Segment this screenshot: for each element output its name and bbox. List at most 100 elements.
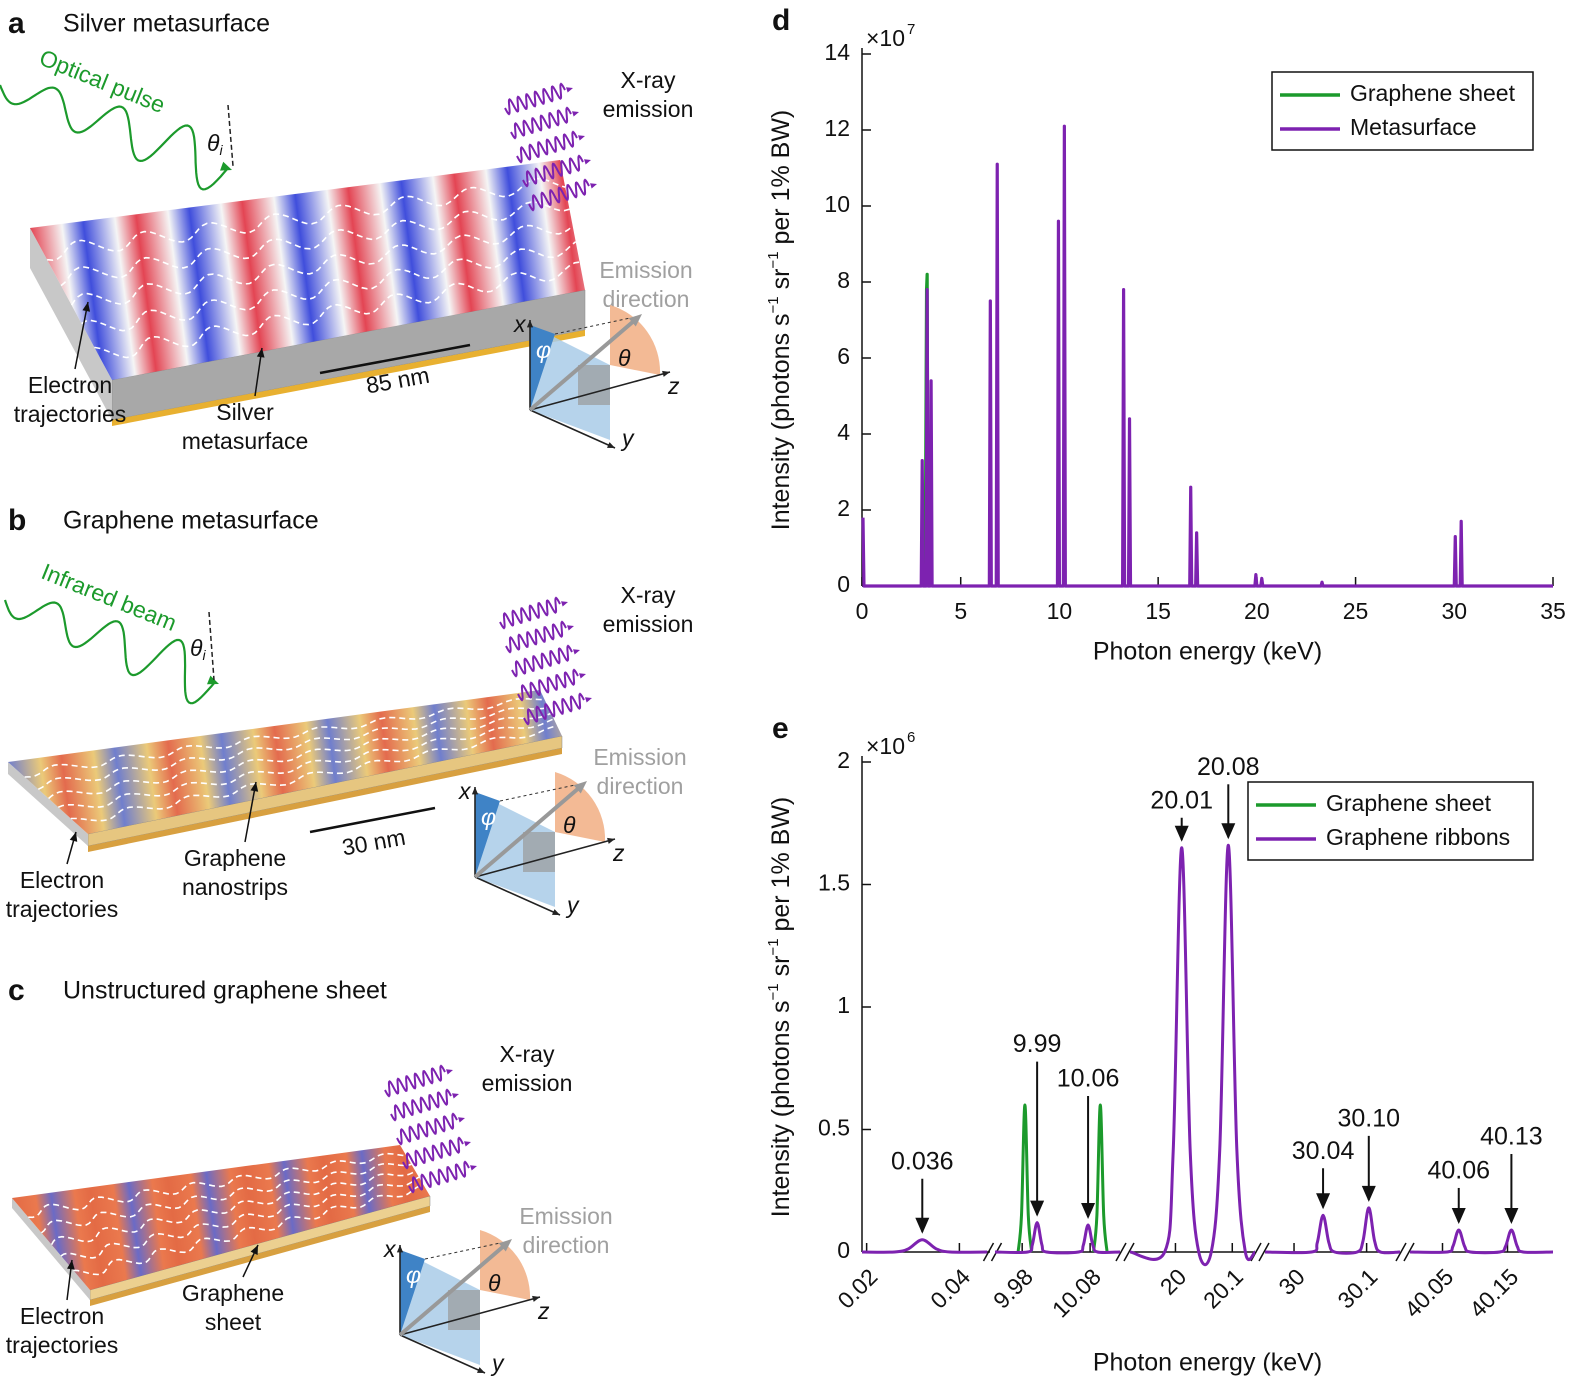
multiplier-exponent: 6 <box>907 729 915 746</box>
panel-letter: d <box>772 4 790 37</box>
incidence-angle: θi <box>207 130 223 158</box>
peak-label: 20.08 <box>1197 753 1260 781</box>
arrow-head <box>250 1245 258 1255</box>
y-label-part: per 1% BW) <box>767 110 795 252</box>
arrow-head <box>585 697 592 703</box>
xray-wave <box>384 1064 446 1098</box>
peak-arrow-head <box>1316 1193 1331 1210</box>
x-tick-label: 9.98 <box>988 1263 1038 1313</box>
part-label: trajectories <box>14 401 126 427</box>
scale-label: 30 nm <box>340 824 407 861</box>
x-tick-label: 0 <box>856 598 869 624</box>
xray-wave <box>390 1088 452 1122</box>
direction-label: Emission <box>519 1203 612 1229</box>
axis-y: y <box>565 892 580 918</box>
theta-wedge <box>610 305 661 375</box>
y-label-part: −1 <box>765 983 782 1000</box>
arrow-head <box>567 625 574 631</box>
plane-light <box>530 325 610 440</box>
axis-y: y <box>490 1350 505 1376</box>
emission-label: X-ray <box>500 1041 555 1067</box>
xray-wave <box>523 692 585 726</box>
electron-trajectory <box>57 718 555 809</box>
peak-label: 30.10 <box>1338 1105 1401 1133</box>
arrow-head <box>220 161 232 171</box>
axis-break <box>1395 1242 1407 1262</box>
xray-wave <box>517 668 579 702</box>
axis-z: z <box>667 373 680 399</box>
electron-trajectory <box>47 177 566 262</box>
y-axis-label: Intensity (photons s−1 sr−1 per 1% BW) <box>765 110 795 531</box>
axis-phi: φ <box>481 804 496 830</box>
electron-trajectory <box>60 1176 420 1259</box>
x-tick-label: 10 <box>1047 598 1073 624</box>
y-label-part: Intensity (photons s <box>767 313 795 530</box>
direction-label: direction <box>523 1232 610 1258</box>
x-axis-label: Photon energy (keV) <box>1093 638 1322 666</box>
axis-z: z <box>612 840 625 866</box>
part-label: Graphene <box>182 1280 284 1306</box>
plane-light <box>400 1250 480 1365</box>
y-tick-label: 12 <box>824 115 850 141</box>
normal-line <box>208 611 215 681</box>
peak-label: 10.06 <box>1057 1065 1120 1093</box>
arrow-head <box>207 675 219 685</box>
electron-trajectory <box>60 201 570 287</box>
panel-title: Unstructured graphene sheet <box>63 977 387 1005</box>
direction-label: direction <box>597 773 684 799</box>
legend-box <box>1247 781 1534 861</box>
panel-letter: e <box>772 712 789 745</box>
peak-label: 40.06 <box>1427 1157 1490 1185</box>
x-tick-label: 40.05 <box>1399 1263 1458 1322</box>
axis-theta: θ <box>563 812 576 838</box>
electron-trajectory <box>28 1152 407 1219</box>
arrow-head <box>69 832 78 842</box>
scale-bar <box>319 343 471 375</box>
direction-label: Emission <box>593 744 686 770</box>
y-tick-label: 0.5 <box>818 1115 850 1141</box>
part-label: Silver <box>216 399 274 425</box>
incident-beam <box>0 84 229 191</box>
arrow-head <box>532 1295 540 1302</box>
x-tick-label: 15 <box>1145 598 1171 624</box>
y-tick-label: 1 <box>837 992 850 1018</box>
plane-dark <box>475 792 500 877</box>
peak-arrow-head <box>1504 1207 1519 1224</box>
electron-trajectory <box>70 224 574 306</box>
y-tick-label: 10 <box>824 191 850 217</box>
arrow-head <box>470 1165 477 1171</box>
xray-wave <box>516 130 578 164</box>
arrow-head <box>458 1117 465 1123</box>
part-label: Electron <box>20 1303 104 1329</box>
dashed-guide <box>554 317 631 335</box>
arrow-head <box>572 111 579 117</box>
part-label: Graphene <box>184 845 286 871</box>
xray-wave <box>505 620 567 654</box>
plane-dark <box>400 1250 425 1335</box>
peak-arrow-head <box>1361 1185 1376 1202</box>
axis-y: y <box>620 425 635 451</box>
part-label: nanostrips <box>182 874 288 900</box>
axis-arrow <box>529 371 671 411</box>
y-tick-label: 6 <box>837 343 850 369</box>
slab-edge <box>88 748 562 852</box>
beam-label: Optical pulse <box>36 44 169 118</box>
panel-letter: c <box>8 974 25 1007</box>
y-label-part: sr <box>767 269 795 297</box>
theta-wedge <box>480 1230 531 1300</box>
electron-trajectory <box>50 1170 416 1245</box>
plane-light <box>475 792 555 907</box>
y-tick-label: 0 <box>837 571 850 597</box>
y-tick-label: 2 <box>837 495 850 521</box>
projection <box>448 1290 480 1330</box>
panel-letter: b <box>8 504 26 537</box>
x-tick-label: 30 <box>1441 598 1467 624</box>
slab-side <box>30 228 112 420</box>
xray-wave <box>504 82 566 116</box>
axis-phi: φ <box>536 337 551 363</box>
arrow-head <box>498 1239 512 1252</box>
panel-title: Graphene metasurface <box>63 507 319 535</box>
xray-wave <box>396 1112 458 1146</box>
slab-top <box>30 160 585 380</box>
y-label-part: −1 <box>765 296 782 313</box>
